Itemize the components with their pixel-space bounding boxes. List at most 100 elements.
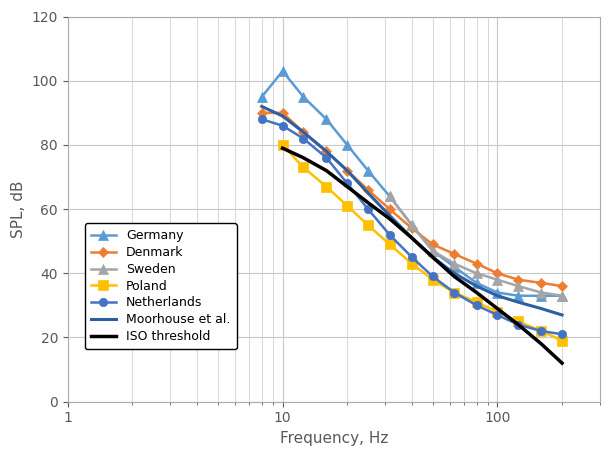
Germany	[408, 223, 415, 228]
Line: Poland: Poland	[278, 140, 567, 345]
Netherlands	[473, 303, 480, 308]
Germany	[494, 290, 501, 295]
Poland	[323, 184, 330, 189]
Denmark	[473, 261, 480, 266]
Poland	[451, 290, 458, 295]
Denmark	[279, 110, 286, 116]
Moorhouse et al.	[451, 271, 458, 276]
Germany	[451, 264, 458, 270]
Sweden	[386, 193, 393, 199]
Poland	[429, 277, 436, 282]
Germany	[323, 117, 330, 122]
Line: Netherlands: Netherlands	[258, 115, 566, 338]
Germany	[386, 193, 393, 199]
Moorhouse et al.	[494, 293, 501, 298]
Poland	[300, 165, 307, 170]
Poland	[473, 299, 480, 305]
Denmark	[386, 207, 393, 212]
Denmark	[514, 277, 522, 282]
Germany	[558, 293, 566, 298]
Poland	[343, 203, 351, 209]
Y-axis label: SPL, dB: SPL, dB	[11, 181, 26, 238]
Denmark	[323, 149, 330, 154]
Poland	[538, 328, 545, 334]
Netherlands	[558, 331, 566, 337]
Denmark	[343, 168, 351, 173]
Netherlands	[514, 322, 522, 327]
Netherlands	[364, 207, 371, 212]
Moorhouse et al.	[258, 104, 265, 109]
Line: Germany: Germany	[257, 66, 567, 301]
Sweden	[429, 248, 436, 254]
Sweden	[473, 271, 480, 276]
Germany	[514, 293, 522, 298]
Sweden	[558, 293, 566, 298]
Netherlands	[343, 181, 351, 186]
Moorhouse et al.	[323, 149, 330, 154]
Moorhouse et al.	[279, 113, 286, 119]
Netherlands	[279, 123, 286, 128]
Netherlands	[386, 232, 393, 238]
Germany	[258, 94, 265, 100]
Moorhouse et al.	[408, 235, 415, 241]
Poland	[408, 261, 415, 266]
Poland	[364, 223, 371, 228]
Denmark	[300, 129, 307, 135]
Moorhouse et al.	[300, 129, 307, 135]
ISO threshold	[364, 200, 371, 206]
Poland	[279, 142, 286, 148]
Poland	[494, 309, 501, 314]
Moorhouse et al.	[364, 190, 371, 196]
Sweden	[538, 290, 545, 295]
ISO threshold	[343, 184, 351, 189]
Germany	[300, 94, 307, 100]
Sweden	[408, 223, 415, 228]
Line: ISO threshold: ISO threshold	[282, 148, 562, 363]
ISO threshold	[323, 168, 330, 173]
Sweden	[514, 283, 522, 289]
Netherlands	[538, 328, 545, 334]
Sweden	[451, 261, 458, 266]
Poland	[386, 242, 393, 247]
ISO threshold	[300, 155, 307, 160]
Denmark	[451, 251, 458, 257]
ISO threshold	[279, 145, 286, 151]
Netherlands	[323, 155, 330, 160]
Germany	[473, 280, 480, 286]
Netherlands	[494, 312, 501, 318]
Moorhouse et al.	[343, 168, 351, 173]
Moorhouse et al.	[538, 306, 545, 311]
ISO threshold	[558, 361, 566, 366]
ISO threshold	[538, 341, 545, 346]
Denmark	[538, 280, 545, 286]
Denmark	[558, 283, 566, 289]
Legend: Germany, Denmark, Sweden, Poland, Netherlands, Moorhouse et al., ISO threshold: Germany, Denmark, Sweden, Poland, Nether…	[85, 223, 236, 349]
Moorhouse et al.	[558, 312, 566, 318]
Moorhouse et al.	[514, 299, 522, 305]
Netherlands	[429, 274, 436, 279]
Moorhouse et al.	[473, 283, 480, 289]
X-axis label: Frequency, Hz: Frequency, Hz	[280, 431, 388, 446]
ISO threshold	[408, 235, 415, 241]
Netherlands	[300, 136, 307, 141]
Denmark	[494, 271, 501, 276]
Denmark	[364, 187, 371, 192]
ISO threshold	[473, 290, 480, 295]
Germany	[429, 248, 436, 254]
Poland	[514, 319, 522, 324]
Germany	[279, 69, 286, 74]
Sweden	[494, 277, 501, 282]
Line: Sweden: Sweden	[385, 191, 567, 301]
Germany	[343, 142, 351, 148]
ISO threshold	[429, 255, 436, 260]
Moorhouse et al.	[386, 213, 393, 218]
Denmark	[258, 110, 265, 116]
ISO threshold	[386, 216, 393, 222]
Germany	[364, 168, 371, 173]
Moorhouse et al.	[429, 255, 436, 260]
Line: Denmark: Denmark	[258, 109, 566, 290]
Line: Moorhouse et al.: Moorhouse et al.	[262, 106, 562, 315]
Denmark	[429, 242, 436, 247]
ISO threshold	[494, 306, 501, 311]
Netherlands	[258, 117, 265, 122]
